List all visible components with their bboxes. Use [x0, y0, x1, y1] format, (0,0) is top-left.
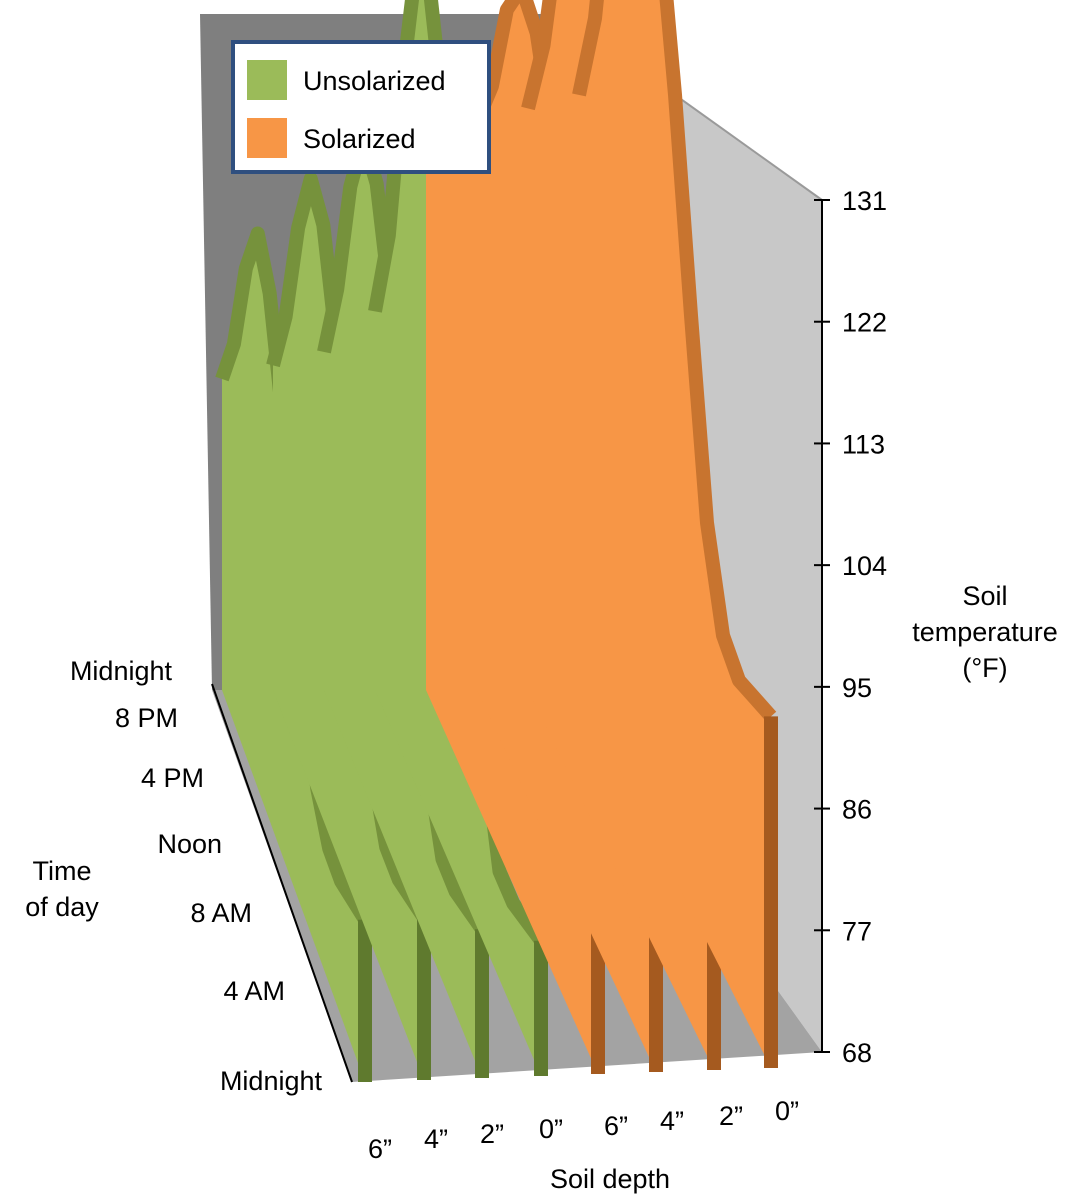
ribbon-front-edge — [475, 929, 489, 1078]
y-tick-label: 113 — [842, 429, 885, 459]
y-tick-label: 131 — [842, 186, 887, 216]
y-tick-label: 95 — [842, 673, 872, 703]
x-axis-label: Soil depth — [550, 1164, 670, 1194]
time-tick-label: 8 PM — [115, 703, 178, 733]
y-tick-label: 77 — [842, 916, 872, 946]
time-tick-label: Midnight — [220, 1066, 323, 1096]
ribbon-front-edge — [358, 919, 372, 1082]
y-tick-label: 122 — [842, 308, 887, 338]
y-tick-label: 86 — [842, 795, 872, 825]
legend-label: Solarized — [303, 124, 416, 154]
ribbon-solarized-7 — [572, 0, 778, 1068]
time-axis-label: Time — [33, 856, 92, 886]
x-tick-label: 2” — [480, 1119, 504, 1149]
legend-label: Unsolarized — [303, 66, 446, 96]
x-tick-label: 2” — [719, 1101, 743, 1131]
y-tick-label: 104 — [842, 551, 887, 581]
ribbon-front-edge — [417, 917, 431, 1080]
y-tick-label: 68 — [842, 1038, 872, 1068]
ribbon-top-edge — [572, 0, 777, 722]
axes: 68 77 86 95 104 113 122 131 Soil temperature (°F) M… — [25, 186, 1058, 1194]
legend-swatch — [247, 118, 287, 158]
y-axis-label: temperature — [912, 617, 1058, 647]
y-axis-label: (°F) — [962, 653, 1007, 683]
time-tick-label: Midnight — [70, 656, 173, 686]
x-tick-label: 0” — [775, 1096, 799, 1126]
x-tick-label: 6” — [604, 1111, 628, 1141]
x-tick-label: 4” — [660, 1106, 684, 1136]
time-tick-label: 4 AM — [223, 976, 285, 1006]
x-tick-label: 4” — [424, 1124, 448, 1154]
legend: Unsolarized Solarized — [231, 40, 491, 174]
time-tick-label: 4 PM — [141, 763, 204, 793]
y-axis-label: Soil — [962, 581, 1007, 611]
legend-swatch — [247, 60, 287, 100]
time-tick-label: 8 AM — [190, 898, 252, 928]
time-tick-label: Noon — [157, 829, 222, 859]
time-axis-line — [211, 683, 353, 1083]
ribbon-front-edge — [764, 716, 778, 1068]
ribbons — [215, 0, 778, 1082]
ribbon-face — [579, 0, 771, 1068]
x-tick-label: 6” — [368, 1134, 392, 1164]
time-axis-label: of day — [25, 892, 99, 922]
ribbon-front-edge — [534, 940, 548, 1076]
x-tick-label: 0” — [539, 1114, 563, 1144]
